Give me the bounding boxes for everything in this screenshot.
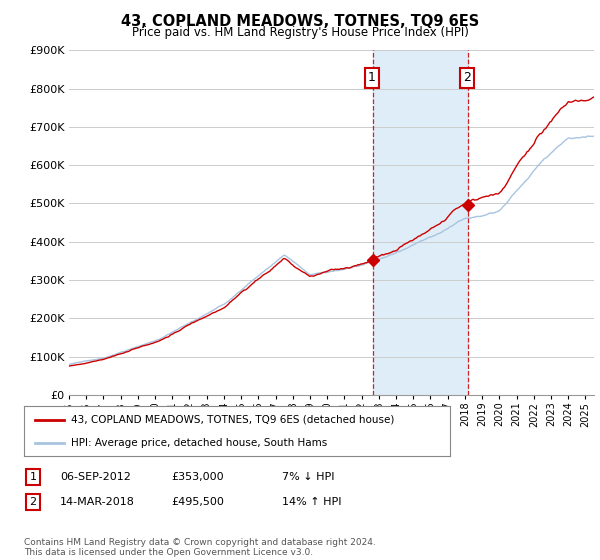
Text: 43, COPLAND MEADOWS, TOTNES, TQ9 6ES (detached house): 43, COPLAND MEADOWS, TOTNES, TQ9 6ES (de… — [71, 414, 394, 424]
Text: 1: 1 — [29, 472, 37, 482]
Text: £353,000: £353,000 — [171, 472, 224, 482]
Text: HPI: Average price, detached house, South Hams: HPI: Average price, detached house, Sout… — [71, 438, 327, 448]
Text: Contains HM Land Registry data © Crown copyright and database right 2024.
This d: Contains HM Land Registry data © Crown c… — [24, 538, 376, 557]
Text: 1: 1 — [368, 71, 376, 85]
Text: 43, COPLAND MEADOWS, TOTNES, TQ9 6ES: 43, COPLAND MEADOWS, TOTNES, TQ9 6ES — [121, 14, 479, 29]
Text: 14-MAR-2018: 14-MAR-2018 — [60, 497, 135, 507]
Text: 7% ↓ HPI: 7% ↓ HPI — [282, 472, 335, 482]
Text: Price paid vs. HM Land Registry's House Price Index (HPI): Price paid vs. HM Land Registry's House … — [131, 26, 469, 39]
Text: 06-SEP-2012: 06-SEP-2012 — [60, 472, 131, 482]
Text: 2: 2 — [463, 71, 471, 85]
Text: 14% ↑ HPI: 14% ↑ HPI — [282, 497, 341, 507]
Text: 2: 2 — [29, 497, 37, 507]
Bar — [373, 50, 469, 395]
Text: £495,500: £495,500 — [171, 497, 224, 507]
